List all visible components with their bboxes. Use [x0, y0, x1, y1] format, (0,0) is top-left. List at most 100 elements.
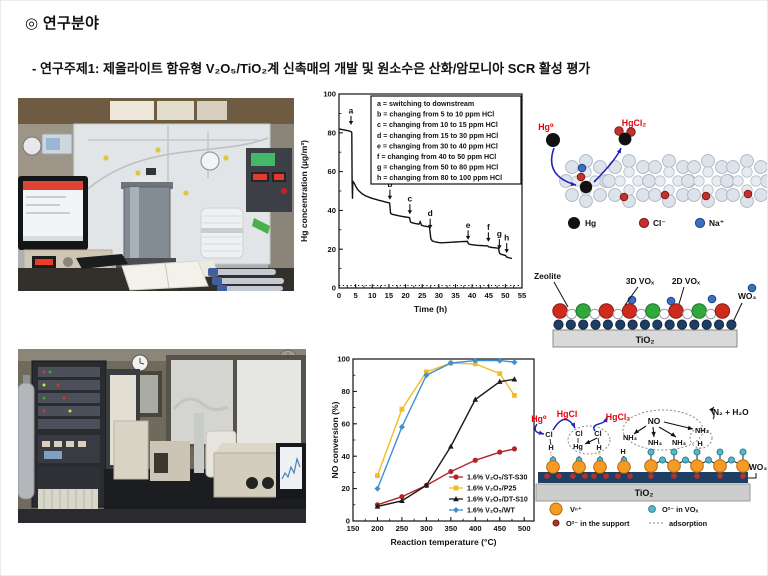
wo3-label: WO₃ [738, 291, 756, 301]
legend-o-support-label: O²⁻ in the support [566, 519, 630, 528]
svg-text:b = changing from 5 to 10 ppm: b = changing from 5 to 10 ppm HCl [377, 111, 494, 119]
svg-text:25: 25 [418, 291, 427, 300]
svg-text:1.6% V₂O₅/P25: 1.6% V₂O₅/P25 [467, 485, 516, 493]
analyzer-instruments [113, 413, 285, 498]
window-band [18, 98, 294, 124]
svg-text:h = changing from 80 to 100 pp: h = changing from 80 to 100 ppm HCl [377, 174, 502, 182]
n2-h2o-label: N₂ + H₂O [713, 407, 749, 417]
legend-v-label: Vⁿ⁺ [570, 505, 582, 514]
svg-text:55: 55 [518, 291, 527, 300]
hgcl2-label: HgCl₂ [606, 412, 631, 422]
vanadium-sites [544, 437, 750, 479]
hg-concentration-chart: 0 5 10 15 20 25 30 35 40 45 50 55 0 20 40 60 80 100 Time (… [299, 89, 534, 324]
svg-text:60: 60 [342, 419, 350, 428]
hg-concentration-chart-svg: 0 5 10 15 20 25 30 35 40 45 50 55 0 20 40 60 80 100 Time (… [299, 90, 527, 314]
reactor-furnace [116, 176, 176, 272]
svg-text:e: e [466, 220, 471, 230]
hgcl2-molecule [614, 126, 636, 146]
legend-o-vox-label: O²⁻ in VOₓ [662, 505, 698, 514]
svg-text:a = switching to downstream: a = switching to downstream [377, 100, 474, 108]
hg0-label: Hg⁰ [538, 122, 554, 132]
svg-text:1.6% V₂O₅/ST-S30: 1.6% V₂O₅/ST-S30 [467, 474, 527, 482]
svg-text:NO conversion (%): NO conversion (%) [331, 401, 340, 478]
monitor [18, 176, 88, 256]
sample-tubes [208, 268, 284, 291]
h-label: H [596, 443, 601, 452]
gas-cylinder [18, 375, 35, 500]
svg-text:d = changing from 15 to 30 ppm: d = changing from 15 to 30 ppm HCl [377, 132, 498, 140]
nh3-label: NH₃ [623, 433, 637, 442]
nh3-label: NH₃ [672, 438, 686, 447]
svg-text:150: 150 [347, 524, 360, 533]
svg-text:e = changing from 30 to 40 ppm: e = changing from 30 to 40 ppm HCl [377, 142, 498, 150]
svg-text:20: 20 [328, 245, 336, 254]
hg0-label: Hg⁰ [531, 414, 547, 424]
legend-cl-label: Cl⁻ [653, 218, 666, 228]
wo3-label: WO₃ [749, 462, 767, 472]
fig1-legend: Hg Cl⁻ Na⁺ [568, 217, 724, 229]
svg-text:40: 40 [328, 206, 336, 215]
svg-text:60: 60 [328, 167, 336, 176]
fig2-legend: Vⁿ⁺ O²⁻ in VOₓ O²⁻ in the support adsorp… [549, 502, 708, 528]
svg-text:g = changing from 50 to 80 ppm: g = changing from 50 to 80 ppm HCl [377, 164, 498, 172]
hgcl2-zeolite-diagram: Hg⁰ HgCl₂ Hg Cl⁻ Na⁺ TiO₂ Zeolite 3D VOₓ… [534, 118, 767, 348]
h-label: H [620, 447, 625, 456]
legend-adsorption-label: adsorption [669, 519, 708, 528]
svg-text:f: f [487, 222, 490, 232]
svg-text:0: 0 [346, 517, 350, 526]
no-conversion-chart-svg: 150 200 250 300 350 400 450 500 0 20 40 60 80 100 Reac… [330, 355, 535, 547]
no-conversion-chart: 150 200 250 300 350 400 450 500 0 20 40 60 80 100 Reac… [330, 346, 549, 561]
catalyst-surface-diagram: TiO₂ Zeolite 3D VOₓ 2D VOₓ WO₃ [534, 271, 756, 348]
svg-text:d: d [428, 208, 433, 218]
svg-text:35: 35 [451, 291, 460, 300]
wall-clock [131, 354, 149, 372]
legend-hg-label: Hg [585, 218, 596, 228]
h-label: H [548, 443, 553, 452]
svg-text:Reaction temperature (°C): Reaction temperature (°C) [390, 537, 496, 547]
svg-text:500: 500 [518, 524, 531, 533]
cl-label: Cl [545, 430, 552, 439]
reaction-arrows [550, 147, 622, 187]
svg-text:Time (h): Time (h) [414, 304, 447, 314]
vox2d-label: 2D VOₓ [672, 276, 701, 286]
cl-label: Cl [594, 429, 601, 438]
tio2-label: TiO₂ [635, 488, 654, 498]
svg-text:100: 100 [323, 90, 336, 99]
cl-label: Cl [575, 429, 582, 438]
svg-text:50: 50 [501, 291, 509, 300]
page-title: ◎ 연구분야 [25, 15, 100, 32]
svg-text:5: 5 [354, 291, 359, 300]
legend-na-label: Na⁺ [709, 218, 724, 228]
svg-text:10: 10 [368, 291, 376, 300]
svg-text:40: 40 [468, 291, 476, 300]
temperature-controller [246, 148, 292, 234]
svg-text:30: 30 [435, 291, 443, 300]
svg-text:100: 100 [337, 355, 350, 364]
svg-text:c: c [408, 194, 413, 204]
svg-text:80: 80 [342, 387, 350, 396]
mechanism-arrows [534, 406, 715, 445]
tio2-label: TiO₂ [636, 335, 655, 345]
keyboard [76, 254, 128, 269]
svg-text:0: 0 [332, 284, 336, 293]
zeolite-cages [559, 154, 767, 306]
svg-text:15: 15 [385, 291, 394, 300]
svg-text:h: h [504, 232, 509, 242]
svg-text:20: 20 [342, 484, 350, 493]
zeolite-label: Zeolite [534, 271, 561, 281]
page-subtitle: - 연구주제1: 제올라이트 함유형 V₂O₅/TiO₂계 신촉매의 개발 및 … [32, 61, 591, 76]
svg-text:0: 0 [337, 291, 341, 300]
svg-text:f = changing from 40 to 50 ppm: f = changing from 40 to 50 ppm HCl [377, 153, 496, 161]
nh3-label: NH₃ [648, 438, 662, 447]
adsorption-outlines [567, 409, 713, 455]
svg-text:450: 450 [493, 524, 506, 533]
hgcl-label: HgCl [557, 409, 578, 419]
no-label: NO [648, 416, 661, 426]
nh3-label: NH₃ [695, 426, 709, 435]
h-label: H [697, 439, 702, 448]
lab-photo-scr-evaluation [18, 349, 306, 523]
svg-text:g: g [497, 229, 502, 239]
vox3d-label: 3D VOₓ [626, 276, 655, 286]
svg-text:1.6% V₂O₅/DT-S10: 1.6% V₂O₅/DT-S10 [467, 496, 528, 504]
